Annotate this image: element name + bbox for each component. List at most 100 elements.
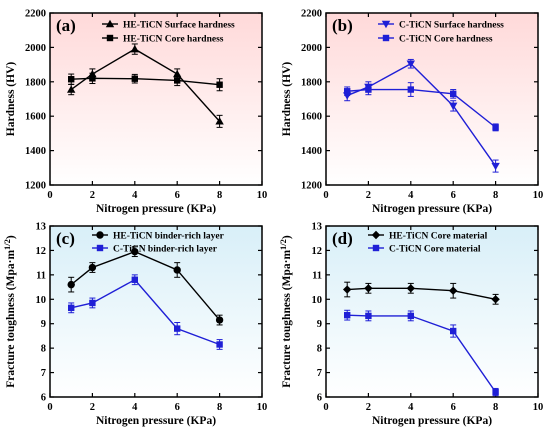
data-point — [343, 285, 352, 294]
y-tick-label: 2000 — [301, 43, 322, 54]
data-point — [131, 75, 138, 82]
x-tick-label: 0 — [323, 402, 328, 413]
data-point — [491, 162, 500, 171]
data-point — [449, 102, 458, 111]
series-2: C-TiCN Core hardness — [344, 34, 499, 132]
y-tick-label: 11 — [36, 270, 46, 281]
y-tick-label: 1600 — [301, 112, 322, 123]
series-2: C-TiCN Core material — [344, 244, 499, 397]
plot-frame — [325, 225, 539, 398]
data-point — [406, 284, 415, 293]
y-tick-label: 2200 — [301, 9, 322, 20]
legend-label: C-TiCN binder-rich layer — [113, 245, 218, 255]
data-point — [88, 263, 97, 272]
x-tick-label: 10 — [257, 402, 268, 413]
chart-panel-c: 6 7 8 9 10 11 12 13 0 2 4 6 8 10 HE-TiCN binder-rich l… — [2, 222, 267, 428]
data-point — [364, 284, 373, 293]
legend-marker — [106, 34, 114, 42]
y-tick-label: 9 — [41, 319, 46, 330]
y-tick-label: 10 — [312, 295, 323, 306]
data-point — [131, 247, 139, 256]
y-tick-label: 6 — [41, 393, 46, 404]
data-point — [89, 299, 96, 307]
data-point — [344, 311, 351, 319]
y-tick-label: 12 — [312, 246, 323, 257]
x-tick-label: 2 — [90, 190, 95, 201]
data-point — [173, 266, 181, 274]
y-tick-label: 7 — [41, 368, 46, 379]
data-point — [130, 44, 139, 53]
series-1: HE-TiCN binder-rich layer — [67, 231, 225, 326]
x-tick-label: 6 — [451, 402, 456, 413]
legend-label: C-TiCN Core material — [389, 245, 481, 255]
y-tick-label: 2200 — [25, 9, 46, 20]
x-tick-label: 2 — [90, 402, 95, 413]
data-point — [215, 316, 224, 324]
data-point — [407, 312, 414, 320]
data-point — [131, 276, 138, 283]
x-tick-label: 2 — [366, 190, 371, 201]
legend-marker — [105, 19, 115, 28]
x-tick-label: 6 — [451, 190, 456, 201]
y-tick-label: 12 — [36, 246, 47, 257]
data-point — [89, 75, 96, 82]
data-point — [67, 280, 75, 289]
data-point — [174, 77, 181, 84]
legend-marker — [371, 230, 381, 240]
x-axis-label: Nitrogen pressure (KPa) — [372, 415, 492, 427]
data-point — [174, 325, 181, 332]
y-tick-label: 1800 — [25, 77, 46, 88]
x-tick-label: 8 — [217, 402, 222, 413]
plot-background — [326, 13, 538, 185]
x-tick-label: 8 — [217, 190, 222, 201]
x-tick-label: 10 — [533, 402, 544, 413]
legend-label: HE-TiCN binder-rich layer — [113, 232, 225, 242]
y-axis-label: Fracture toughness (Mpa·m1/2) — [278, 235, 293, 388]
x-axis-label: Nitrogen pressure (KPa) — [96, 415, 216, 427]
legend-label: C-TiCN Core hardness — [399, 35, 493, 45]
y-tick-label: 1400 — [301, 146, 322, 157]
data-point — [407, 86, 414, 93]
panel-label: (d) — [332, 229, 353, 248]
data-point — [491, 295, 500, 304]
legend-marker — [382, 34, 390, 42]
data-point — [344, 88, 351, 95]
y-tick-label: 13 — [312, 222, 323, 233]
y-tick-label: 8 — [41, 344, 46, 355]
data-point — [68, 304, 75, 312]
x-tick-label: 6 — [175, 190, 180, 201]
x-tick-label: 0 — [47, 190, 52, 201]
data-point — [216, 81, 223, 88]
data-point — [406, 60, 415, 68]
plot-background — [50, 13, 262, 185]
x-tick-label: 0 — [47, 402, 52, 413]
y-tick-label: 13 — [36, 222, 47, 233]
legend-label: HE-TiCN Core material — [389, 232, 488, 242]
x-tick-label: 8 — [493, 190, 498, 201]
y-tick-label: 2000 — [25, 43, 46, 54]
data-point — [68, 76, 75, 83]
y-tick-label: 1200 — [25, 181, 46, 192]
plot-background — [326, 226, 538, 397]
x-axis-label: Nitrogen pressure (KPa) — [96, 203, 216, 215]
legend-label: HE-TiCN Surface hardness — [123, 21, 235, 31]
series-1: HE-TiCN Core material — [343, 230, 500, 305]
x-tick-label: 10 — [533, 190, 544, 201]
plot-frame — [49, 12, 263, 186]
x-tick-label: 6 — [175, 402, 180, 413]
legend-marker — [372, 244, 380, 252]
x-tick-label: 4 — [132, 402, 138, 413]
data-point — [492, 388, 499, 396]
data-point — [449, 286, 458, 295]
x-tick-label: 2 — [366, 402, 371, 413]
y-tick-label: 9 — [317, 319, 322, 330]
data-point — [492, 124, 499, 131]
panel-label: (c) — [56, 229, 75, 248]
data-point — [365, 86, 372, 93]
x-tick-label: 4 — [408, 190, 414, 201]
y-tick-label: 11 — [312, 270, 322, 281]
plot-background — [50, 226, 262, 397]
y-axis-label: Hardness (HV) — [5, 62, 17, 137]
